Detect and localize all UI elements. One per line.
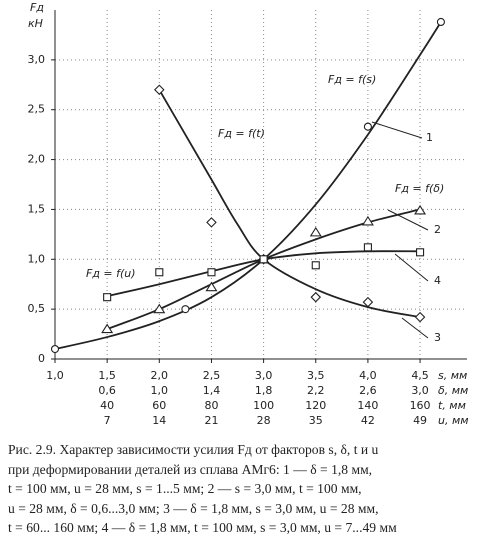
x-tick-label: 4,5 — [411, 369, 429, 382]
x-row-unit: t, мм — [438, 399, 466, 412]
x-row-label: 14 — [152, 414, 166, 427]
data-marker — [205, 281, 218, 292]
data-marker — [155, 268, 164, 277]
y-tick-label: 0,5 — [28, 302, 46, 315]
caption-line: t = 60... 160 мм; 4 — δ = 1,8 мм, t = 10… — [8, 520, 397, 535]
data-marker — [416, 248, 425, 257]
x-row-label: 140 — [357, 399, 378, 412]
x-row-label: 1,8 — [255, 384, 273, 397]
x-row-label: 120 — [305, 399, 326, 412]
x-row-label: 2,6 — [359, 384, 377, 397]
data-marker — [207, 268, 216, 277]
x-tick-label: 3,0 — [255, 369, 273, 382]
x-row-label: 2,2 — [307, 384, 325, 397]
x-row-label: 0,6 — [98, 384, 116, 397]
x-row-label: 40 — [100, 399, 114, 412]
data-marker — [153, 303, 166, 314]
x-tick-label: 1,5 — [98, 369, 116, 382]
x-row-label: 60 — [152, 399, 166, 412]
data-marker — [363, 243, 372, 252]
fit-curve — [158, 89, 421, 319]
fit-curve — [54, 21, 442, 350]
series-number: 3 — [434, 331, 441, 344]
x-row-label: 42 — [361, 414, 375, 427]
x-tick-label: 2,0 — [151, 369, 169, 382]
data-marker — [154, 84, 165, 96]
y-tick-label: 2,0 — [28, 153, 46, 166]
x-row-unit: δ, мм — [438, 384, 468, 397]
y-axis-label: Fд — [30, 1, 44, 14]
data-marker — [362, 296, 374, 308]
leader-line — [401, 317, 429, 339]
data-marker — [361, 215, 374, 226]
series-name: Fд = f(u) — [86, 267, 136, 280]
leader-line — [387, 209, 429, 231]
data-marker — [101, 323, 114, 334]
x-row-label: 28 — [257, 414, 271, 427]
x-row-label: 160 — [410, 399, 431, 412]
data-marker — [414, 311, 426, 323]
leader-line — [394, 253, 429, 282]
x-row-unit: u, мм — [438, 414, 469, 427]
data-marker — [414, 204, 427, 215]
data-marker — [206, 217, 217, 228]
leader-line — [371, 121, 423, 139]
series-name: Fд = f(t) — [218, 127, 265, 140]
y-tick-label: 3,0 — [28, 53, 46, 66]
series-name: Fд = f(s) — [328, 73, 376, 86]
data-marker — [103, 293, 112, 302]
x-row-label: 100 — [253, 399, 274, 412]
x-row-label: 35 — [309, 414, 323, 427]
series-number: 2 — [434, 223, 441, 236]
chart: Fд кН 0 0,5 1,0 1,5 2,0 2,5 3,0 1,0 1,5 0,6 40 7 2,0… — [28, 1, 469, 427]
y-tick-label: 2,5 — [28, 103, 46, 116]
data-marker — [181, 305, 190, 314]
x-tick-label: 1,0 — [46, 369, 64, 382]
fit-curve — [106, 208, 421, 330]
series-number: 1 — [426, 131, 433, 144]
caption-line: t = 100 мм, u = 28 мм, s = 1...5 мм; 2 —… — [8, 481, 362, 496]
data-marker — [363, 122, 372, 131]
caption-line: при деформировании деталей из сплава АМг… — [8, 461, 373, 477]
y-tick-label: 1,5 — [28, 202, 46, 215]
x-tick-label: 4,0 — [359, 369, 377, 382]
series-number: 4 — [434, 274, 441, 287]
x-row-label: 7 — [104, 414, 111, 427]
series-name: Fд = f(δ) — [395, 182, 444, 195]
data-marker — [311, 261, 320, 270]
y-tick-label: 1,0 — [28, 252, 46, 265]
caption-line: u = 28 мм, δ = 0,6...3,0 мм; 3 — δ = 1,8… — [8, 500, 379, 516]
y-axis-unit: кН — [28, 17, 43, 30]
data-marker — [436, 17, 445, 27]
y-tick-label: 0 — [38, 352, 45, 365]
data-marker — [259, 255, 268, 264]
x-row-label: 3,0 — [411, 384, 429, 397]
x-row-label: 21 — [204, 414, 218, 427]
x-tick-label: 3,5 — [307, 369, 325, 382]
x-row-label: 49 — [413, 414, 427, 427]
caption-line: Рис. 2.9. Характер зависимости усилия Fд… — [8, 442, 379, 457]
x-tick-label: 2,5 — [203, 369, 221, 382]
x-row-unit: s, мм — [438, 369, 467, 382]
caption: Рис. 2.9. Характер зависимости усилия Fд… — [8, 440, 496, 538]
x-row-label: 1,4 — [203, 384, 221, 397]
x-row-label: 1,0 — [151, 384, 169, 397]
data-marker — [309, 226, 322, 237]
x-row-label: 80 — [204, 399, 218, 412]
data-marker — [310, 291, 322, 303]
data-marker — [50, 344, 60, 354]
